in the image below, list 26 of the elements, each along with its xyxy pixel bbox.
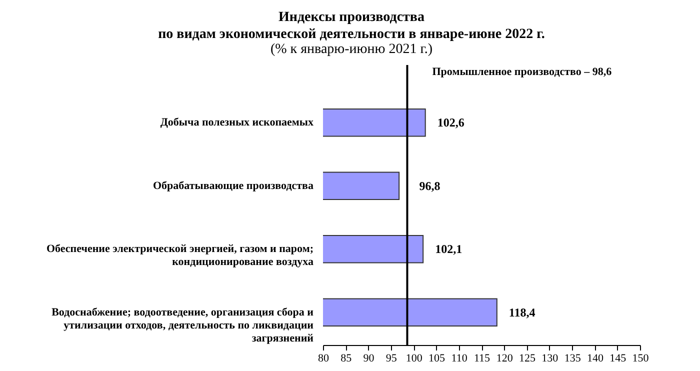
data-label: 118,4 [508,305,536,320]
ref-line-label: Промышленное производство – 98,6 [432,66,612,78]
chart-subtitle: (% к январю-июню 2021 г.) [270,42,433,57]
x-tick-label: 90 [363,352,375,364]
x-tick-label: 115 [474,352,491,364]
x-tick-label: 130 [542,352,559,364]
x-tick-label: 85 [340,352,352,364]
y-tick-label: Водоснабжение; водоотведение, организация сбора и утилизации отходов, деятельность по ликвидации загрязнений [52,306,314,344]
x-tick-label: 95 [386,352,398,364]
x-tick-label: 120 [496,352,514,364]
x-tick-label: 125 [519,352,536,364]
x-tick-label: 150 [632,352,650,364]
x-tick-label: 100 [406,352,423,364]
data-label: 102,1 [435,242,462,256]
x-tick-label: 80 [318,352,330,364]
chart-title: Индексы производства по видам экономической деятельности в январе-июне 2022 г. [158,10,545,42]
y-tick-label: Добыча полезных ископаемых [160,116,314,129]
data-label: 96,8 [419,178,440,193]
x-tick-label: 105 [428,352,446,364]
x-tick-label: 135 [564,352,582,364]
y-tick-label: Обеспечение электрической энергией, газом и паром; кондиционирование воздуха [46,243,314,268]
y-tick-label: Обрабатывающие производства [152,180,314,192]
x-tick-label: 110 [451,352,468,364]
x-tick-label: 145 [610,352,627,364]
x-tick-label: 140 [586,352,604,364]
data-label: 102,6 [437,116,464,130]
